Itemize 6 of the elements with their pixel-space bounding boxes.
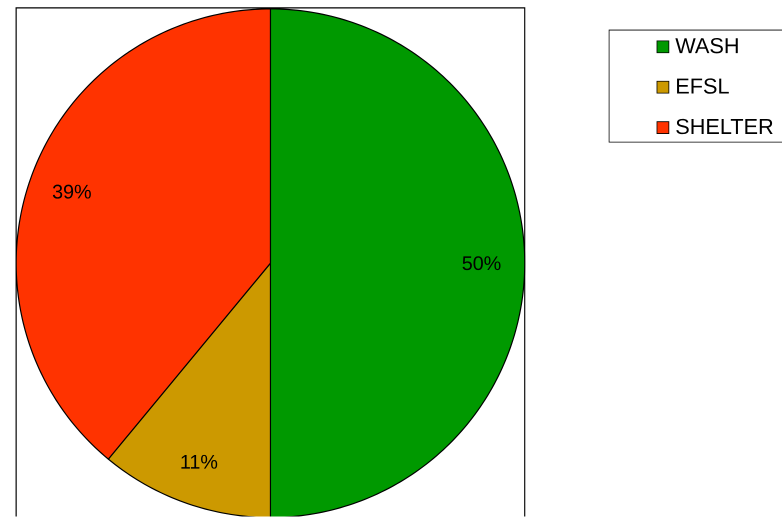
legend-label: SHELTER bbox=[676, 119, 773, 134]
data-label: 11% bbox=[181, 455, 218, 469]
data-label: 50% bbox=[462, 256, 501, 270]
legend-label: WASH bbox=[675, 38, 738, 54]
data-label: 39% bbox=[52, 184, 91, 199]
legend-label: EFSL bbox=[677, 78, 729, 94]
